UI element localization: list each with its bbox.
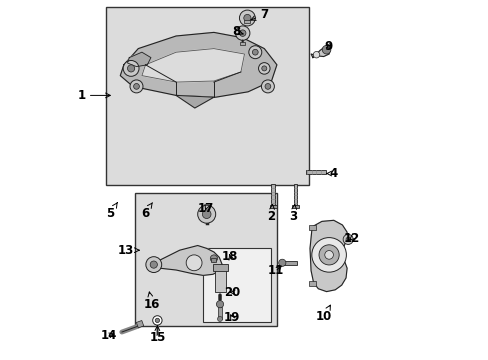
Circle shape — [252, 49, 258, 55]
Circle shape — [186, 255, 202, 271]
Bar — [269, 205, 276, 208]
Circle shape — [239, 30, 245, 36]
Circle shape — [311, 238, 346, 272]
FancyArrowPatch shape — [122, 326, 138, 332]
Circle shape — [155, 318, 159, 323]
Circle shape — [324, 251, 333, 259]
Bar — [218, 307, 222, 319]
Circle shape — [346, 237, 349, 242]
Bar — [244, 20, 250, 23]
Text: 19: 19 — [224, 311, 240, 324]
Circle shape — [197, 205, 215, 223]
Circle shape — [248, 46, 261, 59]
Circle shape — [152, 316, 162, 325]
Bar — [271, 184, 275, 205]
Circle shape — [264, 84, 270, 89]
Polygon shape — [176, 95, 213, 108]
Polygon shape — [127, 52, 151, 67]
Circle shape — [145, 257, 162, 273]
Bar — [215, 265, 225, 292]
Text: 7: 7 — [250, 8, 267, 21]
Circle shape — [313, 51, 319, 58]
Circle shape — [210, 255, 217, 262]
Circle shape — [150, 261, 157, 268]
Circle shape — [258, 63, 269, 74]
Text: 10: 10 — [315, 305, 331, 323]
Text: 16: 16 — [143, 292, 160, 311]
Polygon shape — [142, 49, 244, 82]
Circle shape — [235, 26, 249, 40]
Text: 14: 14 — [101, 329, 117, 342]
Polygon shape — [120, 32, 276, 97]
Circle shape — [216, 301, 223, 308]
Circle shape — [261, 66, 266, 71]
Bar — [309, 281, 315, 286]
Circle shape — [202, 210, 211, 219]
FancyArrowPatch shape — [122, 326, 138, 332]
Text: 17: 17 — [197, 202, 214, 215]
Circle shape — [261, 80, 274, 93]
Circle shape — [239, 10, 255, 26]
Text: 18: 18 — [222, 250, 238, 263]
Polygon shape — [309, 220, 346, 292]
Bar — [305, 170, 325, 174]
Text: 5: 5 — [106, 203, 117, 220]
Bar — [292, 205, 298, 208]
Text: 11: 11 — [267, 264, 284, 277]
Circle shape — [343, 234, 352, 244]
Text: 9: 9 — [324, 40, 332, 53]
Bar — [282, 261, 296, 265]
Bar — [293, 184, 297, 205]
Text: 13: 13 — [118, 244, 139, 257]
Bar — [240, 42, 244, 45]
Polygon shape — [152, 246, 222, 275]
Text: 8: 8 — [231, 25, 243, 38]
Bar — [211, 258, 216, 262]
Circle shape — [123, 60, 139, 76]
Bar — [136, 320, 143, 328]
Circle shape — [278, 259, 285, 266]
Text: 2: 2 — [267, 204, 275, 222]
FancyBboxPatch shape — [134, 193, 276, 326]
Circle shape — [127, 65, 134, 72]
Bar — [309, 225, 315, 230]
Text: 20: 20 — [224, 286, 240, 299]
Text: 6: 6 — [141, 203, 152, 220]
Text: 1: 1 — [78, 89, 110, 102]
Circle shape — [322, 45, 330, 54]
Text: 12: 12 — [343, 232, 359, 245]
Text: 4: 4 — [326, 167, 337, 180]
FancyBboxPatch shape — [106, 7, 309, 185]
Bar — [212, 264, 227, 271]
Text: 3: 3 — [289, 204, 297, 222]
Circle shape — [217, 316, 222, 321]
Polygon shape — [310, 45, 330, 58]
Text: 15: 15 — [149, 326, 165, 344]
Circle shape — [133, 84, 139, 89]
Circle shape — [244, 14, 250, 22]
Circle shape — [318, 245, 339, 265]
FancyBboxPatch shape — [203, 248, 271, 322]
Circle shape — [130, 80, 142, 93]
